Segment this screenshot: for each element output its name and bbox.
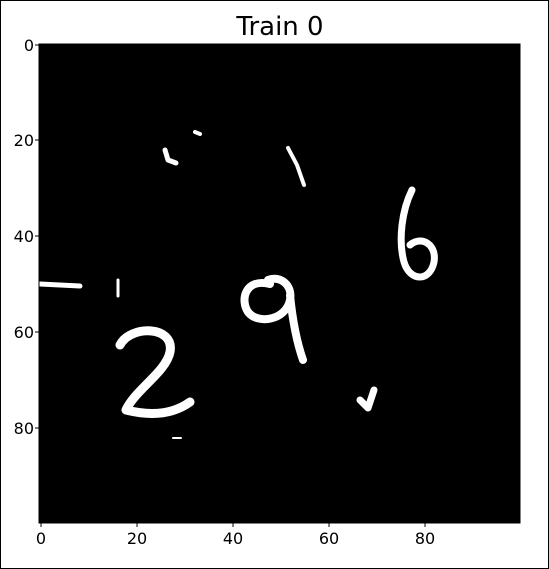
fragment-a xyxy=(162,147,179,166)
x-tick-label-60: 60 xyxy=(319,529,339,548)
x-tick-label-80: 80 xyxy=(415,529,435,548)
y-tick-label-80: 80 xyxy=(14,419,34,438)
y-tick-label-60: 60 xyxy=(14,323,34,342)
y-tick-label-20: 20 xyxy=(14,131,34,150)
x-tick-label-20: 20 xyxy=(127,529,147,548)
digit-strokes xyxy=(37,130,438,439)
axes-frame xyxy=(38,43,521,524)
x-axis: 0 20 40 60 80 xyxy=(36,523,435,548)
figure-title: Train 0 xyxy=(235,12,323,42)
y-tick-label-0: 0 xyxy=(24,36,34,55)
digit-1-stroke xyxy=(286,146,306,187)
x-tick-label-0: 0 xyxy=(36,529,46,548)
digit-6 xyxy=(397,186,438,281)
dash-left xyxy=(37,281,83,289)
y-axis: 0 20 40 60 80 xyxy=(14,36,39,438)
x-tick-label-40: 40 xyxy=(223,529,243,548)
digit-2 xyxy=(115,326,195,418)
fragment-b xyxy=(193,130,202,136)
fragment-d xyxy=(356,386,378,412)
y-tick-label-40: 40 xyxy=(14,227,34,246)
digit-9 xyxy=(240,274,307,364)
